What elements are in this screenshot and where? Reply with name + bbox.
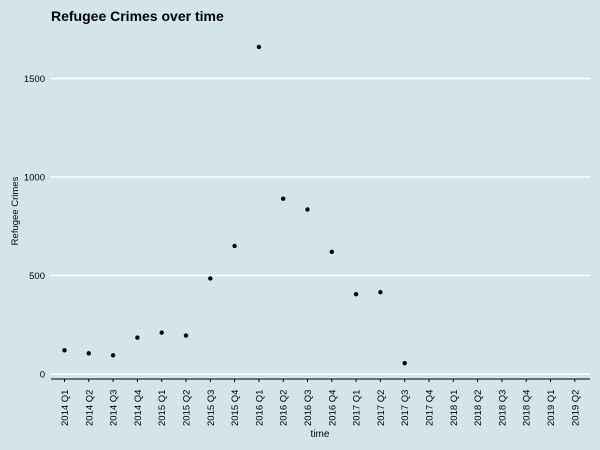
x-tick-label: 2019 Q1: [546, 390, 557, 426]
y-tick-label: 1000: [24, 173, 45, 184]
data-point: [281, 196, 286, 201]
data-point: [86, 351, 92, 356]
x-tick-label: 2014 Q1: [60, 390, 71, 426]
x-tick-label: 2016 Q2: [279, 390, 290, 426]
x-tick-label: 2018 Q3: [497, 390, 508, 426]
chart-title: Refugee Crimes over time: [51, 8, 224, 24]
x-tick-label: 2018 Q4: [522, 390, 533, 426]
x-tick-label: 2016 Q1: [254, 390, 265, 426]
data-point: [402, 360, 407, 366]
x-tick-label: 2014 Q3: [109, 390, 120, 426]
data-point: [110, 353, 116, 358]
data-point: [256, 44, 262, 50]
x-tick-label: 2018 Q2: [473, 390, 484, 426]
data-point: [305, 207, 310, 212]
x-tick-label: 2014 Q2: [84, 390, 95, 426]
x-tick-label: 2014 Q4: [133, 390, 144, 426]
y-axis-title: Refugee Crimes: [10, 176, 21, 245]
x-tick-label: 2016 Q3: [303, 390, 314, 426]
data-point: [329, 249, 334, 255]
data-point: [353, 292, 359, 297]
data-point: [62, 348, 67, 353]
x-tick-label: 2017 Q1: [352, 390, 363, 426]
x-tick-label: 2016 Q4: [327, 390, 338, 426]
x-tick-label: 2018 Q1: [449, 390, 460, 426]
x-tick-label: 2017 Q3: [400, 390, 411, 426]
x-tick-label: 2015 Q2: [182, 390, 193, 426]
y-tick-label: 1500: [24, 74, 45, 85]
x-tick-label: 2015 Q3: [206, 390, 217, 426]
x-tick-label: 2015 Q4: [230, 390, 241, 426]
data-point: [159, 330, 164, 335]
x-tick-label: 2019 Q2: [570, 390, 581, 426]
y-tick-label: 500: [29, 271, 45, 282]
y-tick-label: 0: [40, 370, 45, 381]
data-point: [232, 243, 237, 249]
x-axis-title: time: [311, 429, 330, 440]
data-point: [135, 335, 140, 340]
data-point: [378, 290, 383, 295]
data-point: [183, 333, 189, 338]
x-tick-label: 2017 Q4: [425, 390, 436, 426]
data-point: [208, 276, 213, 281]
x-tick-label: 2017 Q2: [376, 390, 387, 426]
x-tick-label: 2015 Q1: [157, 390, 168, 426]
